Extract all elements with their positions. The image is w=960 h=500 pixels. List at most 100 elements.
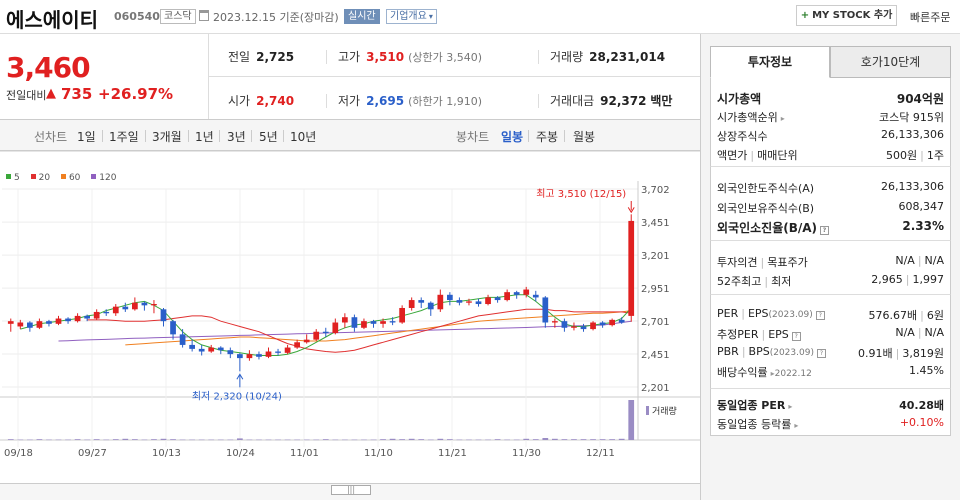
sector-per-label: 동일업종 PER: [717, 399, 786, 412]
add-mystock-button[interactable]: + MY STOCK 추가: [796, 5, 897, 26]
volume-bar: [198, 439, 205, 441]
candle-body: [294, 342, 300, 348]
legend-ma60: 60: [60, 173, 80, 183]
period-10y[interactable]: 10년: [290, 130, 317, 144]
cap-rank-label: 시가총액순위: [717, 111, 778, 124]
candle-monthly[interactable]: 월봉: [573, 130, 596, 144]
y-tick-label: 2,701: [641, 317, 670, 328]
candle-body: [361, 321, 367, 328]
candle-body: [399, 307, 405, 323]
foreign-ratio-row: 외국인소진율(B/A)? 2.33%: [717, 219, 944, 236]
volume-bar: [628, 400, 635, 440]
volume-bar: [456, 439, 463, 441]
x-tick-label: 11/21: [438, 448, 467, 459]
volume-bar: [408, 438, 415, 440]
volume-bar: [580, 439, 587, 440]
candle-weekly[interactable]: 주봉: [536, 130, 559, 144]
dividend-row: 배당수익률 ▸2022.12 1.45%: [717, 364, 944, 380]
candle-body: [389, 321, 396, 323]
period-5y[interactable]: 5년: [259, 130, 278, 144]
candle-body: [408, 300, 415, 308]
volume-bar: [27, 439, 33, 441]
scroll-handle[interactable]: |||: [331, 485, 371, 495]
per-value-group: 576.67배 | 6원: [868, 309, 944, 322]
est-per-value-group: N/A | N/A: [895, 326, 944, 339]
tab-investment-info[interactable]: 투자정보: [710, 46, 830, 78]
candle-daily[interactable]: 일봉: [501, 130, 524, 144]
volume-bar: [380, 439, 386, 440]
volume-bar: [275, 439, 281, 441]
candle-body: [55, 318, 62, 324]
volume-bar: [217, 439, 224, 441]
candle-body: [523, 289, 530, 295]
prev-close: 전일 2,725: [228, 48, 294, 65]
eps-value: 6원: [926, 309, 944, 322]
x-tick-label: 10/24: [226, 448, 255, 459]
period-1d[interactable]: 1일: [77, 130, 96, 144]
tab-hoga-10[interactable]: 호가10단계: [830, 46, 951, 78]
up-triangle-icon: ▲: [46, 86, 56, 101]
help-icon[interactable]: ?: [816, 349, 826, 358]
ma-legend: 5 20 60 120: [6, 173, 124, 183]
current-price: 3,460: [6, 51, 91, 84]
amount-label: 거래대금: [550, 94, 595, 108]
help-icon[interactable]: ?: [815, 311, 825, 320]
dividend-label: 배당수익률: [717, 366, 768, 379]
chart-scrollbar[interactable]: |||: [0, 483, 700, 500]
divider: [326, 94, 327, 108]
period-1y[interactable]: 1년: [195, 130, 214, 144]
volume-bar: [112, 439, 119, 440]
quick-order-link[interactable]: 빠른주문: [910, 11, 951, 24]
amount-value: 92,372: [600, 94, 647, 108]
open-value: 2,740: [256, 94, 295, 108]
min-arrow-head: [236, 373, 244, 380]
period-1w[interactable]: 1주일: [109, 130, 139, 144]
volume-bar: [437, 438, 444, 440]
opinion-label: 투자의견: [717, 256, 758, 269]
candle-body: [122, 306, 129, 310]
price-chart[interactable]: 3,702 3,451 3,201 2,951 2,701 2,451 2,201 09/18…: [0, 151, 700, 483]
volume-bar: [189, 439, 195, 441]
candlestick-chart[interactable]: 3,702 3,451 3,201 2,951 2,701 2,451 2,201 09/18…: [0, 151, 700, 483]
x-tick-label: 11/01: [290, 448, 319, 459]
est-eps-value: N/A: [924, 326, 944, 339]
target-value: N/A: [924, 254, 944, 267]
volume-bar: [179, 439, 186, 441]
volume-bar: [256, 439, 262, 441]
w52-high-value: 2,965: [871, 273, 903, 286]
volume-bar: [122, 438, 129, 440]
candle-body: [351, 317, 358, 328]
candle-body: [542, 297, 549, 323]
stock-header: 에스에이티 060540 코스닥 2023.12.15 기준(장마감) 실시간 …: [0, 0, 960, 34]
change-label: 전일대비: [6, 89, 47, 102]
help-icon[interactable]: ?: [820, 226, 830, 235]
volume-bar: [532, 439, 539, 440]
volume-bar: [571, 439, 577, 440]
line-chart-label[interactable]: 선차트: [34, 130, 68, 144]
est-per-value: N/A: [895, 326, 915, 339]
bps-period: (2023.09): [769, 348, 814, 358]
period-3m[interactable]: 3개월: [152, 130, 182, 144]
add-mystock-label: MY STOCK 추가: [812, 10, 893, 21]
period-3y[interactable]: 3년: [227, 130, 246, 144]
ma5-line: [20, 294, 632, 356]
candle-body: [437, 294, 444, 310]
company-info-dropdown[interactable]: 기업개요: [386, 9, 437, 24]
divider: [145, 130, 146, 142]
volume-bar: [84, 439, 90, 441]
realtime-button[interactable]: 실시간: [344, 9, 380, 24]
caret-icon: ▸: [780, 114, 785, 123]
volume-bar: [475, 439, 482, 441]
candle-body: [561, 321, 568, 328]
candle-body: [17, 322, 24, 327]
help-icon[interactable]: ?: [791, 332, 801, 341]
candle-body: [198, 348, 205, 352]
w52-row: 52주최고 | 최저 2,965 | 1,997: [717, 273, 944, 288]
divider: [528, 130, 529, 142]
eps-period: (2023.09): [768, 310, 813, 320]
divider: [538, 50, 539, 64]
opinion-row: 투자의견 | 목표주가 N/A | N/A: [717, 254, 944, 269]
foreign-section: 외국인한도주식수(A) 26,133,306 외국인보유주식수(B) 608,347…: [710, 166, 951, 240]
candle-chart-label[interactable]: 봉차트: [456, 130, 490, 144]
y-tick-label: 2,201: [641, 383, 670, 394]
